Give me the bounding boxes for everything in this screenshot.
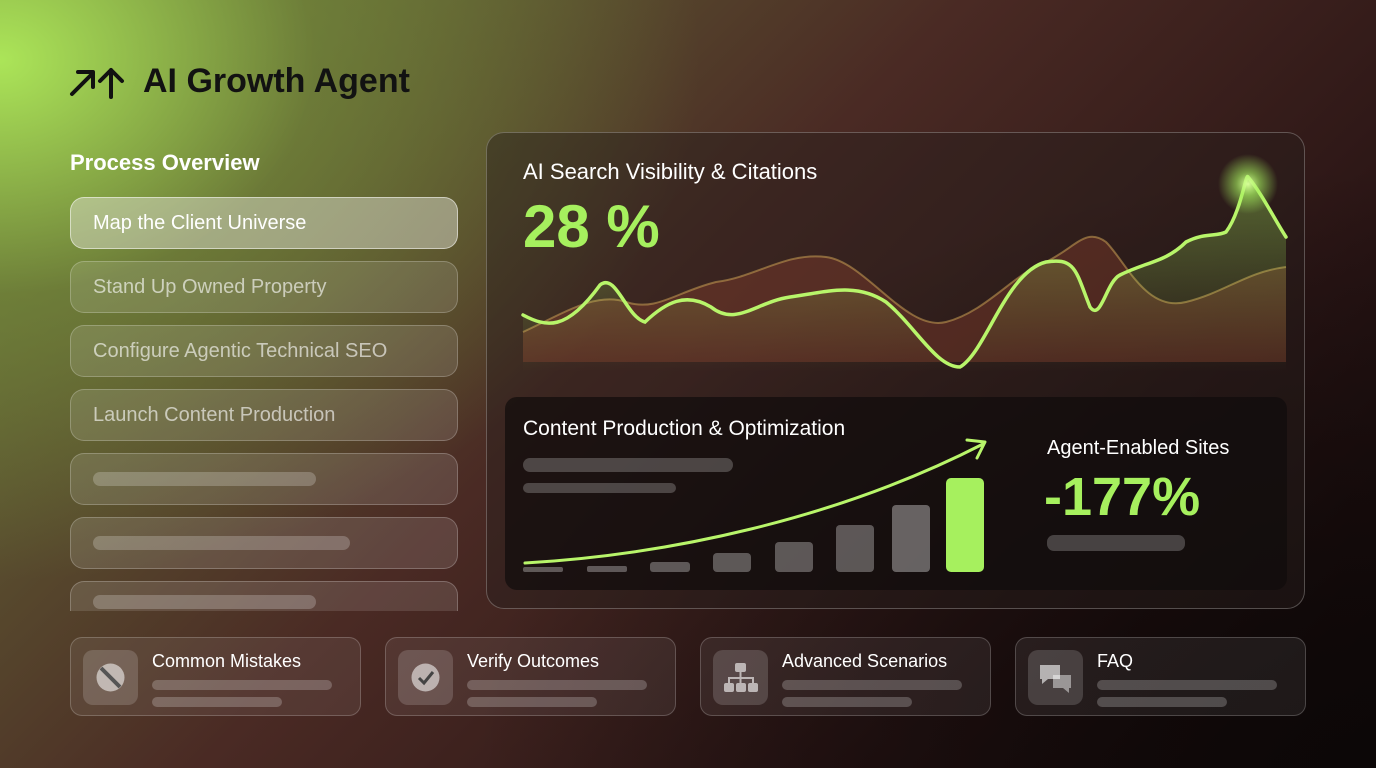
nav-card[interactable]: FAQ [1015, 637, 1306, 716]
visibility-chart [521, 154, 1288, 372]
card-title: Advanced Scenarios [782, 651, 948, 671]
placeholder-line [1097, 697, 1227, 707]
placeholder-line [152, 680, 332, 690]
bar [587, 566, 627, 572]
card-icon [713, 650, 768, 705]
app-title: AI Growth Agent [143, 62, 410, 100]
step-button[interactable]: Stand Up Owned Property [70, 261, 458, 313]
area-series [523, 176, 1286, 372]
line-series [521, 175, 1288, 369]
placeholder-line [93, 595, 316, 609]
placeholder-line [1097, 680, 1277, 690]
sites-label: Agent-Enabled Sites [1047, 437, 1230, 459]
bar [713, 553, 751, 572]
placeholder-line [93, 472, 316, 486]
sidebar-heading: Process Overview [70, 150, 260, 175]
visibility-title: AI Search Visibility & Citations [523, 159, 818, 184]
growth-chart [523, 438, 987, 572]
bar [892, 505, 930, 572]
step-clip [70, 581, 458, 611]
step-placeholder[interactable] [70, 453, 458, 505]
nav-card[interactable]: Verify Outcomes [385, 637, 676, 716]
placeholder-line [523, 483, 676, 493]
bar [946, 478, 984, 572]
card-icon [83, 650, 138, 705]
card-title: Common Mistakes [152, 651, 302, 671]
nav-card[interactable]: Advanced Scenarios [700, 637, 991, 716]
visibility-value: 28 % [523, 193, 660, 260]
card-icon [398, 650, 453, 705]
placeholder-line [152, 697, 282, 707]
inner-panel [505, 397, 1287, 590]
card-title: FAQ [1097, 651, 1134, 671]
card-icon [1028, 650, 1083, 705]
step-button[interactable]: Configure Agentic Technical SEO [70, 325, 458, 377]
bar [650, 562, 690, 572]
bar [775, 542, 813, 572]
sites-value: -177% [1044, 467, 1201, 527]
step-button[interactable]: Map the Client Universe [70, 197, 458, 249]
peak-glow [1218, 154, 1278, 214]
placeholder-line [782, 697, 912, 707]
placeholder-line [467, 680, 647, 690]
content-title: Content Production & Optimization [523, 417, 846, 440]
step-button[interactable]: Launch Content Production [70, 389, 458, 441]
step-placeholder[interactable] [70, 517, 458, 569]
placeholder-line [523, 458, 733, 472]
logo-icon [70, 68, 124, 99]
placeholder-line [467, 697, 597, 707]
placeholder-line [1047, 535, 1185, 551]
step-placeholder[interactable] [70, 581, 458, 611]
trend-arrow [965, 438, 987, 460]
card-title: Verify Outcomes [467, 651, 600, 671]
nav-card[interactable]: Common Mistakes [70, 637, 361, 716]
bar [523, 567, 563, 572]
bar [836, 525, 874, 572]
placeholder-line [782, 680, 962, 690]
placeholder-line [93, 536, 350, 550]
trend-line [523, 442, 985, 565]
